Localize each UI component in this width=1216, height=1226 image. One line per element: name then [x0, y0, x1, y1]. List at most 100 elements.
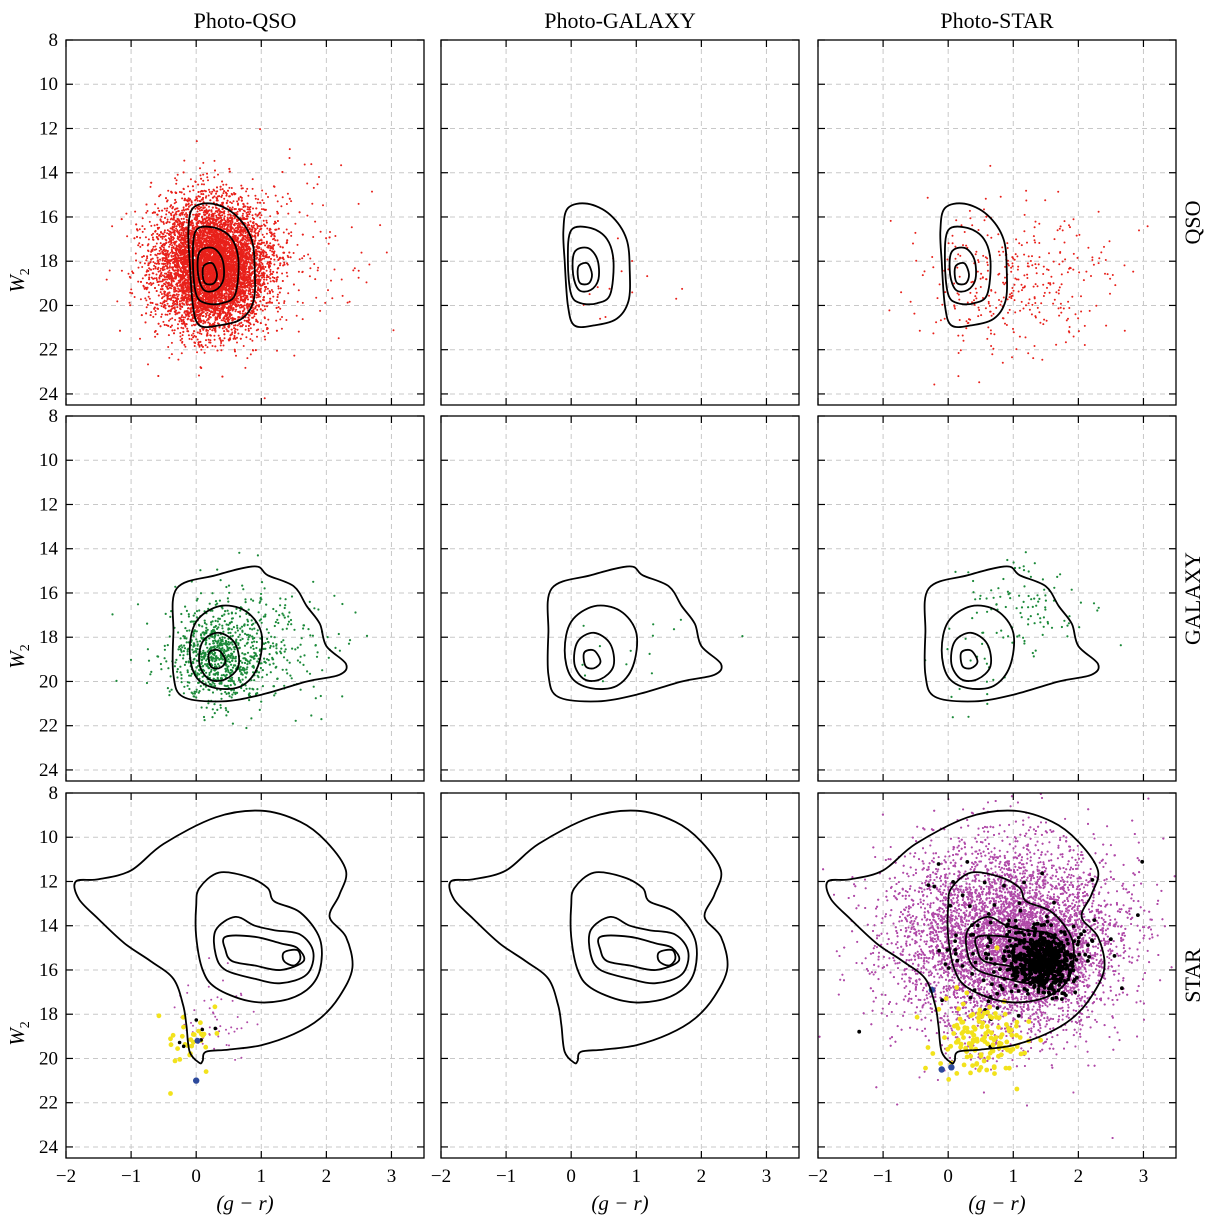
data-point-qso: [253, 313, 256, 315]
data-point-qso: [168, 238, 171, 241]
data-point-qso: [240, 208, 243, 211]
data-point-qso: [200, 183, 203, 186]
data-point-qso: [185, 218, 188, 221]
data-point-qso: [178, 236, 181, 239]
data-point-qso: [187, 334, 190, 337]
data-point-qso: [167, 334, 170, 337]
data-point-qso: [213, 321, 216, 324]
data-point-qso: [270, 289, 273, 291]
data-point-qso: [194, 199, 197, 202]
data-point-qso: [150, 234, 153, 236]
data-point-qso: [257, 296, 259, 299]
data-point-qso: [222, 183, 225, 186]
data-point-qso: [154, 203, 157, 206]
data-point-qso: [174, 318, 177, 321]
data-point-qso: [181, 209, 184, 212]
data-point-qso: [199, 328, 202, 331]
data-point-qso: [176, 173, 179, 176]
data-point-qso: [150, 258, 152, 261]
data-point-qso: [201, 227, 204, 230]
data-point-qso: [155, 242, 158, 245]
data-point-qso: [170, 341, 173, 344]
data-point-qso: [168, 221, 171, 224]
data-point-qso: [152, 238, 155, 241]
data-point-qso: [220, 349, 223, 352]
data-point-qso: [253, 240, 256, 243]
data-point-qso: [237, 243, 240, 246]
data-point-qso: [180, 352, 183, 355]
data-point-qso: [247, 327, 250, 330]
data-point-qso: [252, 285, 255, 287]
data-point-qso: [229, 276, 231, 279]
data-point-qso: [195, 140, 198, 143]
data-point-qso: [168, 245, 171, 248]
data-point-qso: [143, 262, 146, 265]
data-point-qso: [150, 224, 153, 227]
data-point-qso: [258, 230, 261, 233]
data-point-qso: [170, 237, 173, 240]
data-point-qso: [242, 289, 245, 292]
data-point-qso: [208, 188, 210, 191]
data-point-qso: [181, 197, 184, 200]
data-point-qso: [251, 214, 254, 217]
data-point-qso: [129, 291, 132, 294]
data-point-qso: [241, 214, 244, 217]
data-point-qso: [203, 183, 205, 186]
data-point-qso: [267, 275, 270, 278]
data-point-qso: [192, 323, 195, 326]
data-point-qso: [245, 215, 248, 218]
data-point-qso: [235, 354, 237, 357]
data-point-qso: [235, 308, 238, 311]
data-point-qso: [258, 295, 261, 298]
data-point-qso: [141, 266, 144, 268]
data-point-qso: [206, 176, 209, 179]
data-point-qso: [108, 269, 111, 272]
data-point-qso: [208, 322, 211, 325]
data-point-qso: [168, 297, 171, 300]
panel-qso-photo-qso: [105, 128, 395, 400]
data-point-qso: [177, 210, 180, 212]
data-point-qso: [267, 318, 270, 321]
data-point-qso: [258, 239, 261, 242]
data-point-qso: [199, 167, 201, 170]
data-point-qso: [205, 339, 207, 342]
data-point-qso: [213, 334, 216, 337]
data-point-qso: [177, 358, 180, 361]
data-point-qso: [134, 210, 137, 213]
data-point-qso: [308, 275, 311, 278]
data-point-qso: [255, 296, 258, 299]
data-point-qso: [148, 273, 151, 276]
data-point-qso: [167, 271, 170, 274]
data-point-qso: [229, 337, 231, 340]
data-point-qso: [257, 234, 259, 237]
data-point-qso: [189, 178, 192, 181]
data-point-qso: [146, 257, 149, 260]
data-point-qso: [253, 315, 256, 318]
data-point-qso: [237, 222, 240, 225]
data-point-qso: [147, 238, 150, 241]
data-point-qso: [159, 291, 162, 294]
data-point-qso: [272, 295, 275, 298]
data-point-qso: [141, 230, 144, 233]
data-point-qso: [208, 314, 210, 317]
data-point-qso: [172, 238, 175, 241]
data-point-qso: [143, 228, 146, 230]
data-point-qso: [237, 297, 240, 300]
data-point-qso: [141, 277, 144, 280]
data-point-qso: [179, 339, 182, 342]
data-point-qso: [276, 255, 279, 258]
data-point-qso: [158, 277, 161, 280]
data-point-qso: [194, 323, 197, 326]
data-point-qso: [139, 245, 142, 248]
data-point-qso: [260, 214, 263, 217]
data-point-qso: [256, 335, 258, 338]
data-point-qso: [230, 202, 233, 205]
data-point-qso: [175, 244, 178, 247]
data-point-qso: [242, 212, 244, 215]
data-point-qso: [231, 231, 234, 233]
data-point-qso: [192, 213, 195, 216]
data-point-qso: [252, 207, 254, 210]
data-point-qso: [270, 235, 273, 238]
data-point-qso: [144, 236, 147, 239]
data-point-qso: [206, 311, 209, 314]
